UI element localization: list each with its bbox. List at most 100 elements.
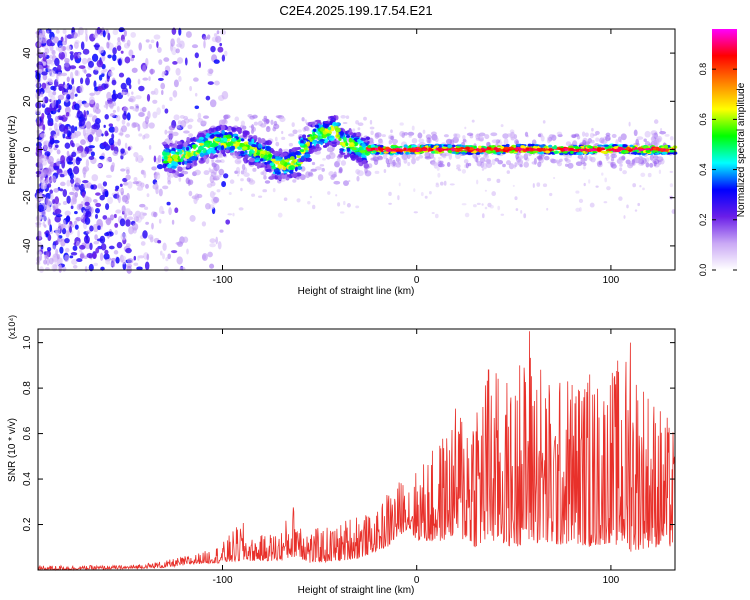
heatmap-cell: [50, 110, 54, 115]
heatmap-cell: [287, 174, 291, 177]
heatmap-cell: [136, 186, 144, 191]
heatmap-cell: [47, 183, 52, 188]
heatmap-cell: [64, 106, 71, 115]
heatmap-cell: [550, 151, 554, 155]
heatmap-cell: [288, 165, 296, 171]
heatmap-cell: [448, 152, 453, 160]
heatmap-cell: [74, 103, 80, 111]
heatmap-cell: [463, 159, 469, 164]
heatmap-cell: [338, 137, 342, 142]
y-tick-label: 1.0: [22, 335, 33, 349]
heatmap-cell: [653, 139, 657, 146]
spectrogram-panel: -100 0 100 40 20 0 -20 -40 Height of straight l…: [7, 26, 678, 297]
heatmap-cell: [523, 161, 529, 168]
snr-y-multiplier: (x10⁴): [7, 315, 17, 339]
heatmap-cell: [171, 46, 177, 56]
heatmap-cell: [153, 34, 161, 40]
heatmap-cell: [64, 142, 71, 149]
heatmap-cell: [617, 146, 622, 149]
heatmap-cell: [176, 141, 182, 145]
heatmap-cell: [85, 77, 90, 86]
heatmap-cell: [441, 146, 448, 149]
heatmap-cell: [55, 29, 60, 34]
heatmap-cell: [194, 92, 198, 97]
heatmap-cell: [38, 42, 42, 47]
heatmap-cell: [481, 213, 485, 219]
heatmap-cell: [71, 31, 78, 39]
heatmap-cell: [264, 180, 271, 184]
heatmap-cell: [92, 252, 97, 259]
heatmap-cell: [112, 109, 117, 113]
heatmap-cell: [55, 227, 61, 235]
heatmap-cell: [428, 191, 432, 195]
x-tick-label: 0: [414, 575, 420, 586]
heatmap-cell: [83, 183, 89, 189]
heatmap-cell: [346, 152, 350, 158]
heatmap-cell: [148, 122, 155, 129]
heatmap-cell: [42, 124, 46, 131]
heatmap-cell: [193, 161, 197, 166]
heatmap-cell: [61, 228, 67, 235]
heatmap-cell: [194, 169, 201, 176]
heatmap-cell: [590, 156, 596, 163]
heatmap-cell: [99, 155, 105, 160]
heatmap-cell: [200, 146, 204, 150]
heatmap-cell: [61, 40, 68, 46]
heatmap-cell: [618, 144, 623, 148]
heatmap-cell: [653, 154, 658, 161]
heatmap-cell: [124, 142, 128, 149]
heatmap-cell: [651, 133, 655, 139]
heatmap-cell: [369, 137, 374, 144]
heatmap-cell: [481, 162, 488, 170]
heatmap-cell: [125, 219, 131, 227]
heatmap-cell: [322, 157, 327, 161]
heatmap-cell: [639, 184, 642, 188]
heatmap-cell: [618, 196, 623, 201]
heatmap-cell: [45, 30, 50, 34]
heatmap-cell: [640, 172, 646, 177]
heatmap-cell: [284, 162, 288, 168]
heatmap-cell: [500, 124, 504, 128]
heatmap-cell: [342, 136, 347, 142]
heatmap-cell: [339, 211, 345, 214]
heatmap-cell: [553, 176, 556, 180]
heatmap-cell: [609, 148, 616, 151]
heatmap-cell: [514, 161, 518, 168]
heatmap-cell: [194, 52, 199, 59]
heatmap-cell: [160, 250, 163, 256]
heatmap-cell: [240, 138, 245, 142]
heatmap-cell: [100, 69, 106, 74]
heatmap-cell: [112, 47, 117, 55]
heatmap-cell: [164, 149, 170, 153]
heatmap-cell: [437, 147, 441, 151]
heatmap-cell: [117, 37, 121, 42]
heatmap-cell: [443, 180, 447, 186]
heatmap-cell: [470, 151, 477, 154]
heatmap-cell: [292, 179, 297, 183]
heatmap-cell: [129, 95, 136, 103]
heatmap-cell: [565, 159, 571, 163]
heatmap-cell: [447, 144, 453, 148]
heatmap-cell: [584, 132, 589, 138]
heatmap-cell: [162, 242, 167, 251]
heatmap-cell: [389, 155, 394, 160]
heatmap-cell: [158, 205, 164, 214]
heatmap-cell: [71, 142, 75, 148]
heatmap-cell: [430, 150, 436, 154]
heatmap-cell: [69, 65, 77, 70]
heatmap-cell: [418, 151, 425, 154]
heatmap-cell: [351, 154, 356, 159]
snr-frame: [37, 328, 676, 571]
heatmap-cell: [142, 77, 149, 81]
heatmap-cell: [214, 137, 221, 142]
colorbar-tick-label: 0.0: [698, 264, 708, 277]
heatmap-cell: [104, 232, 110, 237]
heatmap-cell: [360, 137, 367, 141]
heatmap-cell: [183, 142, 188, 148]
heatmap-cell: [523, 213, 527, 219]
heatmap-cell: [361, 143, 366, 148]
heatmap-cell: [300, 155, 305, 161]
heatmap-cell: [216, 189, 221, 193]
heatmap-cell: [211, 162, 217, 168]
heatmap-cell: [70, 178, 75, 184]
